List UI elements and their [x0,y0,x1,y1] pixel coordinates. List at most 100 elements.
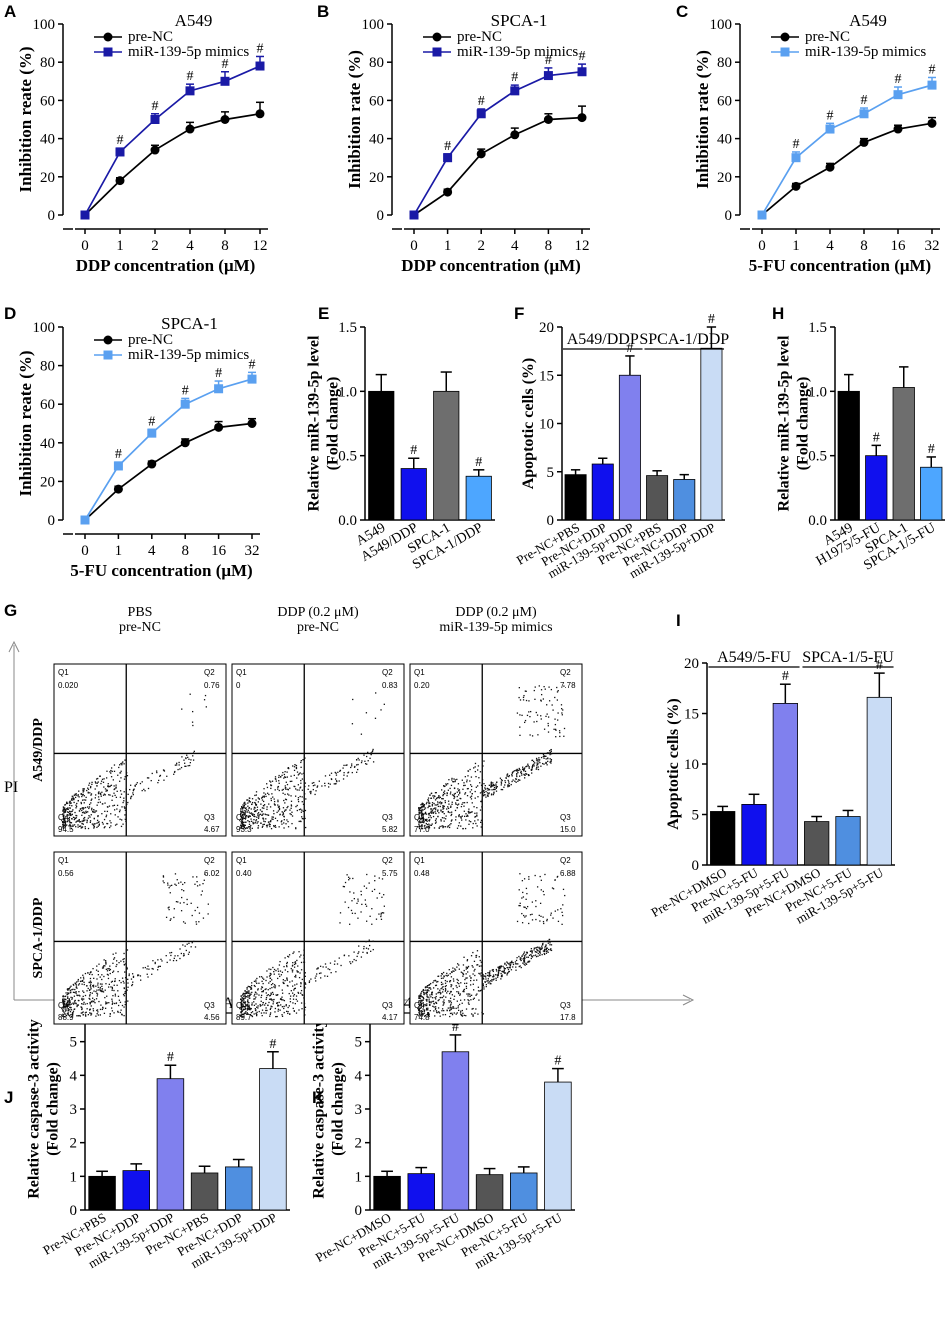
flow-event-dot [329,968,331,971]
flow-event-dot [500,972,502,975]
flow-event-dot [477,765,480,767]
flow-event-dot [466,982,468,984]
flow-event-dot [343,772,345,774]
flow-event-dot [540,699,542,701]
flow-event-dot [62,824,64,826]
flow-event-dot [81,822,83,825]
flow-event-dot [111,1003,113,1005]
flow-event-dot [81,809,83,812]
flow-event-dot [291,822,293,825]
flow-event-dot [243,803,246,805]
flow-event-dot [62,1001,65,1004]
flow-event-dot [258,816,260,818]
flow-event-dot [116,963,118,966]
flow-event-dot [114,978,116,980]
flow-event-dot [465,1008,468,1010]
flow-event-dot [435,1007,437,1010]
flow-event-dot [301,1008,303,1010]
flow-event-dot [245,821,247,823]
flow-event-dot [89,998,91,1000]
flow-event-dot [450,813,453,816]
flow-event-dot [169,892,171,894]
flow-event-dot [101,983,103,985]
flow-event-dot [85,985,88,987]
flow-event-dot [442,986,444,988]
flow-event-dot [364,760,366,762]
flow-event-dot [330,772,333,774]
flow-event-dot [284,793,286,796]
flow-event-dot [73,1002,76,1004]
flow-event-dot [264,793,267,795]
flow-event-dot [324,963,327,965]
flow-event-dot [203,699,206,701]
flow-event-dot [428,996,430,998]
A-sig-mark: # [222,57,229,72]
flow-event-dot [501,970,503,973]
flow-event-dot [423,1012,426,1014]
flow-event-dot [63,824,66,827]
flow-event-dot [381,896,383,898]
flow-event-dot [557,875,559,878]
I-y-tick-label: 10 [684,757,699,773]
flow-event-dot [257,812,260,814]
flow-event-dot [103,818,106,821]
flow-event-dot [122,980,124,983]
flow-event-dot [547,725,549,727]
flow-event-dot [190,902,192,904]
quadrant-q2-value: 6.88 [560,869,576,878]
flow-event-dot [192,724,194,727]
flow-event-dot [284,771,286,773]
flow-event-dot [117,1004,120,1007]
flow-event-dot [456,778,458,781]
H-y-label-line: Relative miR-139-5p level [776,335,793,512]
flow-event-dot [97,792,100,794]
flow-event-dot [456,795,458,798]
flow-event-dot [462,990,464,993]
flow-event-dot [428,1013,430,1015]
flow-event-dot [457,788,459,790]
flow-event-dot [69,820,71,822]
flow-event-dot [458,815,460,817]
flow-event-dot [428,814,430,816]
flow-event-dot [521,768,524,770]
flow-event-dot [490,785,493,787]
flow-event-dot [441,972,443,975]
flow-event-dot [473,806,475,808]
D-point [147,428,157,438]
flow-event-dot [548,700,551,702]
flow-event-dot [117,1011,119,1013]
flow-event-dot [311,782,314,784]
K-sig-mark: # [452,1020,459,1035]
flow-event-dot [419,820,421,822]
flow-event-dot [500,782,503,784]
flow-event-dot [464,784,466,787]
flow-event-dot [450,984,452,986]
flow-event-dot [541,947,543,949]
flow-event-dot [98,823,100,825]
flow-event-dot [281,992,284,994]
flow-event-dot [536,766,538,768]
flow-event-dot [459,791,461,793]
flow-event-dot [480,972,482,974]
flow-event-dot [435,809,437,811]
flow-event-dot [82,819,85,821]
flow-event-dot [438,827,440,829]
flow-event-dot [69,1006,71,1008]
flow-event-dot [263,823,265,826]
flow-event-dot [335,778,337,780]
flow-event-dot [479,782,481,784]
flow-event-dot [88,973,91,976]
flow-event-dot [421,814,424,816]
flow-event-dot [420,1000,422,1002]
D-y-tick-label: 0 [48,513,56,529]
flow-event-dot [279,970,282,972]
flow-event-dot [68,812,71,814]
flow-event-dot [67,1010,69,1012]
flow-event-dot [292,765,294,767]
flow-event-dot [63,998,66,1000]
flow-event-dot [89,1003,91,1005]
flow-event-dot [449,973,451,975]
flow-event-dot [66,1004,68,1007]
flow-event-dot [64,811,66,813]
